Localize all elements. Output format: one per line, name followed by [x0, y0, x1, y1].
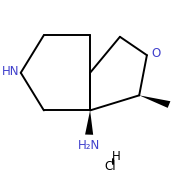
Polygon shape [139, 95, 170, 108]
Text: Cl: Cl [104, 160, 116, 173]
Text: HN: HN [1, 66, 19, 78]
Text: O: O [152, 47, 161, 60]
Polygon shape [85, 110, 93, 135]
Text: H: H [112, 150, 121, 163]
Text: H₂N: H₂N [78, 139, 100, 152]
